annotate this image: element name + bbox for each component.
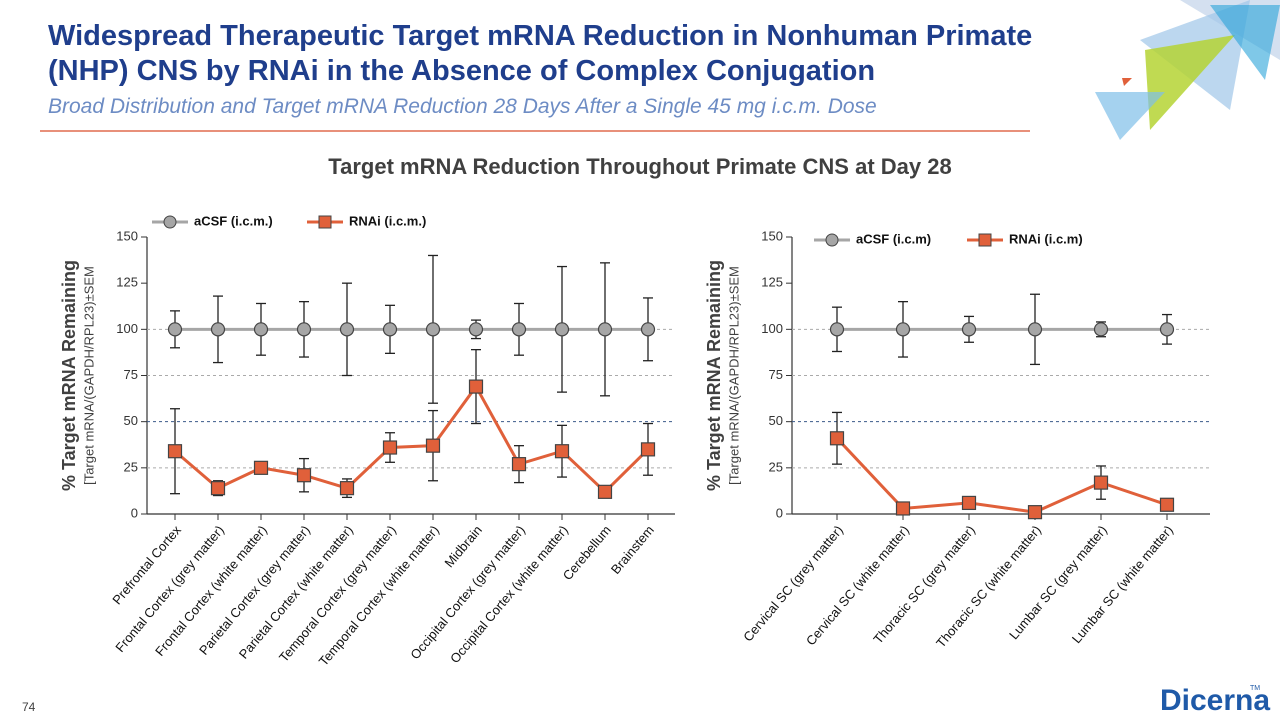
point [1159, 497, 1175, 512]
series-line [835, 437, 1168, 514]
title: (NHP) CNS by RNAi in the Absence of Comp… [48, 55, 875, 87]
point [597, 484, 613, 499]
y-tick-label: 150 [761, 228, 783, 243]
legend-label: RNAi (i.c.m) [1009, 231, 1083, 246]
point [829, 431, 845, 446]
y-tick-label: 25 [124, 459, 138, 474]
y-tick-label: 25 [769, 459, 783, 474]
point [511, 457, 527, 472]
point [895, 322, 911, 337]
y-axis-note: [Target mRNA/(GAPDH/RPL23)±SEM [81, 266, 96, 485]
point [554, 444, 570, 459]
point [895, 501, 911, 516]
y-tick-label: 0 [131, 505, 138, 520]
point [597, 322, 613, 337]
point [640, 442, 656, 457]
point [253, 322, 269, 337]
y-tick-label: 125 [116, 275, 138, 290]
x-tick-label: Brainstem [608, 522, 657, 576]
point [425, 438, 441, 453]
legend-label: RNAi (i.c.m.) [349, 213, 426, 228]
point [468, 322, 484, 337]
x-tick-label: Midbrain [441, 522, 485, 570]
y-tick-label: 75 [769, 367, 783, 382]
heading: Target mRNA Reduction Throughout Primate… [328, 154, 951, 179]
legend-marker [318, 215, 332, 229]
y-tick-label: 100 [761, 321, 783, 336]
y-tick-label: 0 [776, 505, 783, 520]
series-line [174, 383, 650, 494]
legend-marker [163, 215, 177, 229]
legend-marker [978, 233, 992, 247]
point [468, 379, 484, 394]
legend-label: aCSF (i.c.m) [856, 231, 931, 246]
point [210, 481, 226, 496]
point [382, 322, 398, 337]
point [296, 468, 312, 483]
y-tick-label: 150 [116, 228, 138, 243]
page-number: 74 [22, 700, 36, 714]
point [296, 322, 312, 337]
point [511, 322, 527, 337]
point [1093, 322, 1109, 337]
point [167, 322, 183, 337]
point [210, 322, 226, 337]
point [425, 322, 441, 337]
point [1027, 505, 1043, 520]
y-tick-label: 75 [124, 367, 138, 382]
point [339, 322, 355, 337]
point [1159, 322, 1175, 337]
y-tick-label: 125 [761, 275, 783, 290]
legend-label: aCSF (i.c.m.) [194, 213, 273, 228]
point [640, 322, 656, 337]
decoration [40, 0, 1280, 140]
point [961, 322, 977, 337]
point [961, 495, 977, 511]
point [1093, 475, 1109, 490]
y-axis-label: % Target mRNA Remaining [704, 260, 724, 491]
subtitle: Broad Distribution and Target mRNA Reduc… [48, 95, 877, 118]
y-tick-label: 100 [116, 321, 138, 336]
y-tick-label: 50 [124, 413, 138, 428]
point [253, 460, 269, 475]
point [829, 322, 845, 337]
point [554, 322, 570, 337]
y-axis-note: [Target mRNA/(GAPDH/RPL23)±SEM [726, 266, 741, 485]
point [339, 481, 355, 496]
title: Widespread Therapeutic Target mRNA Reduc… [48, 20, 1032, 52]
y-axis-label: % Target mRNA Remaining [59, 260, 79, 491]
legend-marker [825, 233, 839, 247]
point [167, 444, 183, 459]
point [382, 440, 398, 455]
y-tick-label: 50 [769, 413, 783, 428]
logo-mark: TM [1250, 685, 1260, 692]
point [1027, 322, 1043, 337]
logo: Dicerna [1160, 684, 1270, 717]
